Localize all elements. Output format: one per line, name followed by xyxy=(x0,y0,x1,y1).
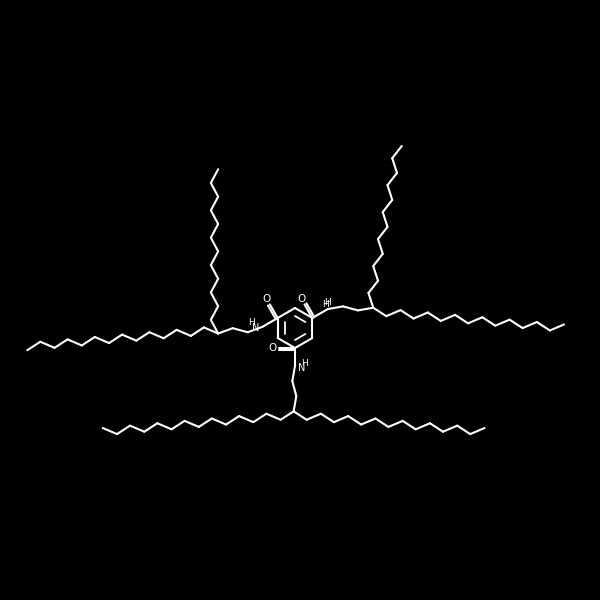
Text: H: H xyxy=(248,318,254,327)
Text: H: H xyxy=(302,359,308,368)
Text: H: H xyxy=(322,300,328,309)
Text: H: H xyxy=(325,298,331,307)
Text: O: O xyxy=(269,343,277,353)
Text: N: N xyxy=(251,323,259,333)
Text: O: O xyxy=(297,294,305,304)
Text: N: N xyxy=(298,363,305,373)
Text: O: O xyxy=(262,294,271,304)
